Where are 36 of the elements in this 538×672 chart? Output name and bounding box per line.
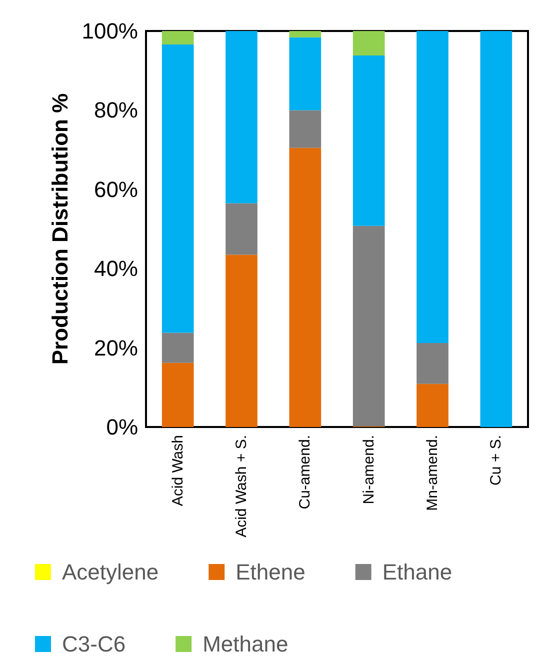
legend-label: C3-C6 [62,632,126,656]
x-tick-label: Acid Wash [169,435,186,506]
bar [226,203,258,255]
bar [162,31,194,44]
y-tick-label: 0% [106,414,138,440]
bar [352,31,385,56]
legend-label: Ethane [382,560,452,584]
bar [352,226,385,426]
bar [162,332,194,363]
y-axis-title: Production Distribution % [47,93,72,365]
y-tick-label: 100% [82,18,138,44]
legend-label: Methane [202,632,288,656]
y-tick-label: 80% [94,98,138,123]
bar [480,31,512,427]
bar [416,343,448,384]
bar [352,56,385,226]
x-tick-label: Cu-amend. [296,435,314,510]
bar [226,254,258,427]
y-tick-label: 40% [94,256,138,282]
bar [289,148,322,427]
x-tick-label: Cu + S. [488,435,505,486]
legend-label: Acetylene [62,560,159,584]
bar [226,31,258,204]
bar [416,31,448,344]
x-tick-label: Acid Wash + S. [233,435,250,538]
y-tick-label: 20% [94,335,138,360]
x-tick-label: Mn-amend. [424,435,441,511]
bar [162,44,194,333]
y-tick-label: 60% [94,176,138,202]
bar [289,31,322,38]
bar [416,384,448,427]
x-tick-label: Ni-amend. [360,435,378,504]
bar [289,110,322,148]
legend-label: Ethene [236,560,306,584]
bar [289,37,322,110]
bar [162,362,194,427]
